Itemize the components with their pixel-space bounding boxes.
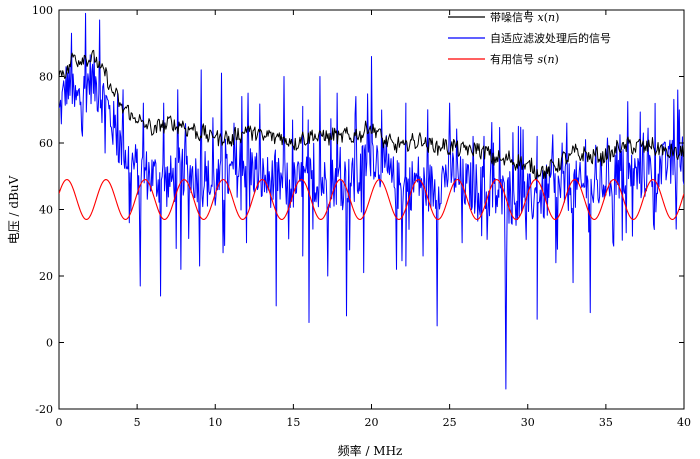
y-tick-label: 0 <box>46 337 53 350</box>
legend-label-noisy: 带噪信号 x(n) <box>490 11 559 24</box>
y-axis-label: 电压 / dBuV <box>7 175 21 244</box>
y-tick-label: 80 <box>39 71 53 84</box>
x-tick-label: 20 <box>365 416 379 429</box>
x-tick-label: 40 <box>677 416 691 429</box>
x-tick-label: 5 <box>134 416 141 429</box>
series-layer <box>59 12 684 390</box>
y-tick-label: 100 <box>32 4 53 17</box>
series-filtered-line <box>59 12 684 390</box>
x-tick-label: 35 <box>599 416 613 429</box>
y-tick-label: 40 <box>39 204 53 217</box>
series-clean-line <box>59 179 684 221</box>
x-axis-label: 频率 / MHz <box>338 443 403 458</box>
x-tick-label: 0 <box>56 416 63 429</box>
x-tick-label: 25 <box>443 416 457 429</box>
y-tick-label: 20 <box>39 270 53 283</box>
legend-label-clean: 有用信号 s(n) <box>490 52 559 66</box>
y-tick-label: -20 <box>35 403 53 416</box>
y-tick-label: 60 <box>39 137 53 150</box>
series-noisy-line <box>59 49 684 181</box>
legend-label-filtered: 自适应滤波处理后的信号 <box>490 31 611 45</box>
x-tick-label: 30 <box>521 416 535 429</box>
x-tick-label: 15 <box>286 416 300 429</box>
legend: 带噪信号 x(n) 自适应滤波处理后的信号 有用信号 s(n) <box>448 11 611 66</box>
x-tick-label: 10 <box>208 416 222 429</box>
